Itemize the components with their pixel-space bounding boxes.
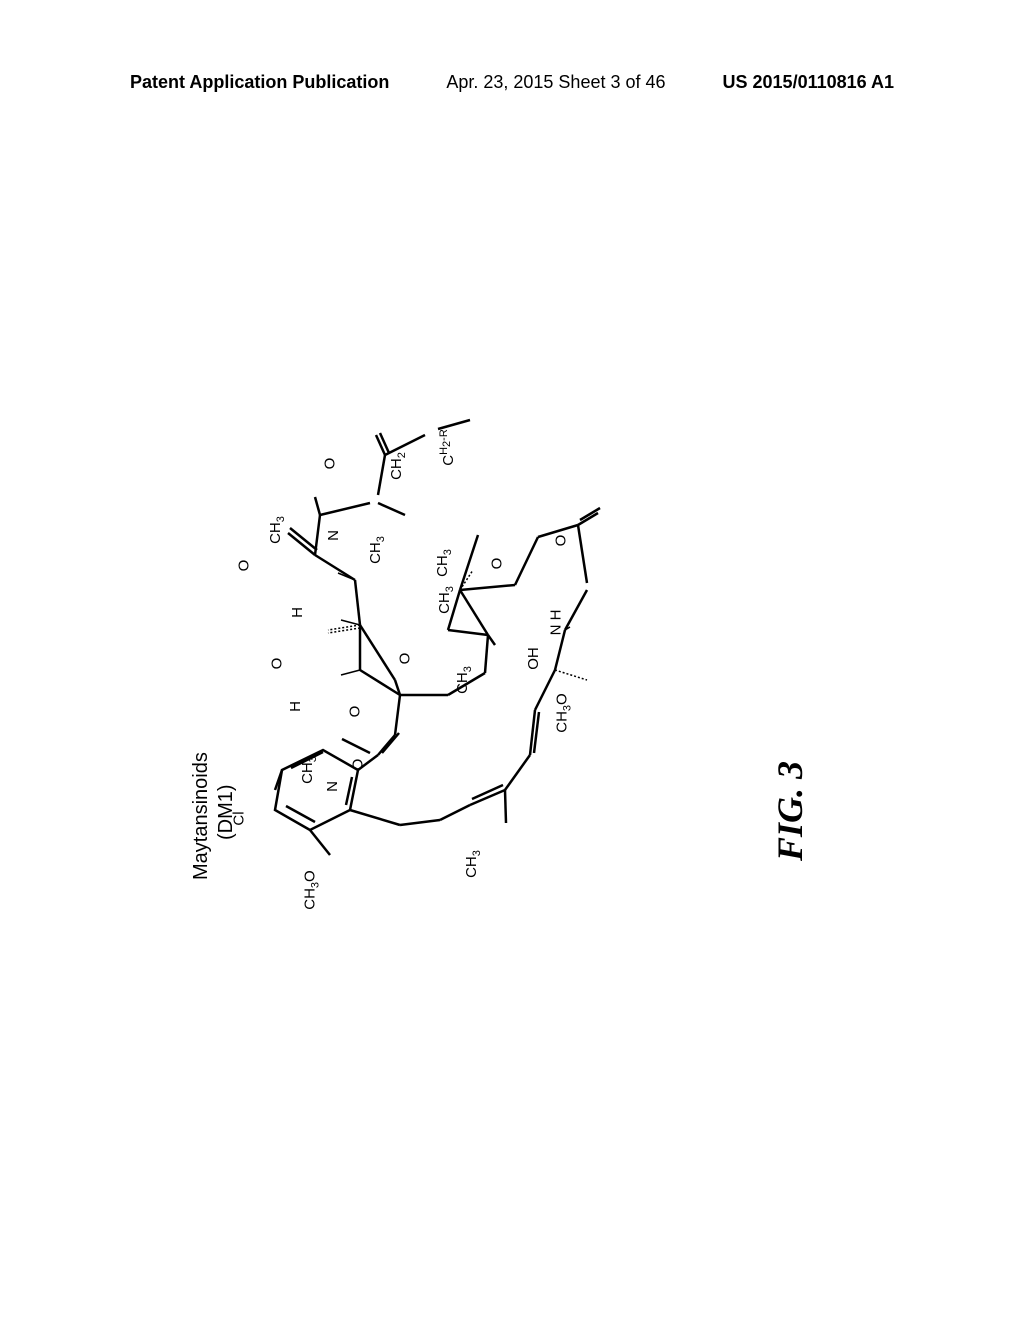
atom-chr: CH2-R: [438, 429, 457, 466]
atom-o-1: O: [349, 759, 366, 771]
atom-ch2-1: CH2: [388, 452, 408, 480]
atom-o-5: O: [321, 458, 338, 470]
atom-n-1: N: [324, 781, 341, 792]
atom-h-2: H: [289, 607, 306, 618]
chemical-structure-diagram: [230, 310, 800, 960]
header-date-sheet: Apr. 23, 2015 Sheet 3 of 46: [446, 72, 665, 93]
atom-o-4: O: [235, 560, 252, 572]
atom-oh: OH: [525, 647, 542, 670]
atom-n-2: N: [325, 530, 342, 541]
atom-ch3-7: CH3: [463, 850, 483, 878]
atom-ch3-4: CH3: [434, 549, 454, 577]
atom-nh: N H: [547, 610, 564, 636]
molecule-name: Maytansinoids: [190, 752, 213, 880]
atom-h-1: H: [287, 701, 304, 712]
atom-o-7: O: [488, 558, 505, 570]
atom-o-3: O: [268, 658, 285, 670]
figure-number: FIG. 3: [769, 761, 811, 861]
header-publication-type: Patent Application Publication: [130, 72, 389, 93]
atom-ch3o-1: CH3O: [302, 870, 322, 909]
atom-ch3-3: CH3: [367, 536, 387, 564]
atom-cl: Cl: [231, 811, 248, 825]
atom-ch3-5: CH3: [454, 666, 474, 694]
atom-ch3o-2: CH3O: [554, 693, 574, 732]
atom-o-6: O: [396, 653, 413, 665]
atom-o-8: O: [552, 535, 569, 547]
atom-ch3-6: CH3: [436, 586, 456, 614]
atom-ch3-2: CH3: [267, 516, 287, 544]
atom-o-2: O: [346, 706, 363, 718]
header-patent-number: US 2015/0110816 A1: [723, 72, 894, 93]
atom-ch3-1: CH3: [299, 756, 319, 784]
